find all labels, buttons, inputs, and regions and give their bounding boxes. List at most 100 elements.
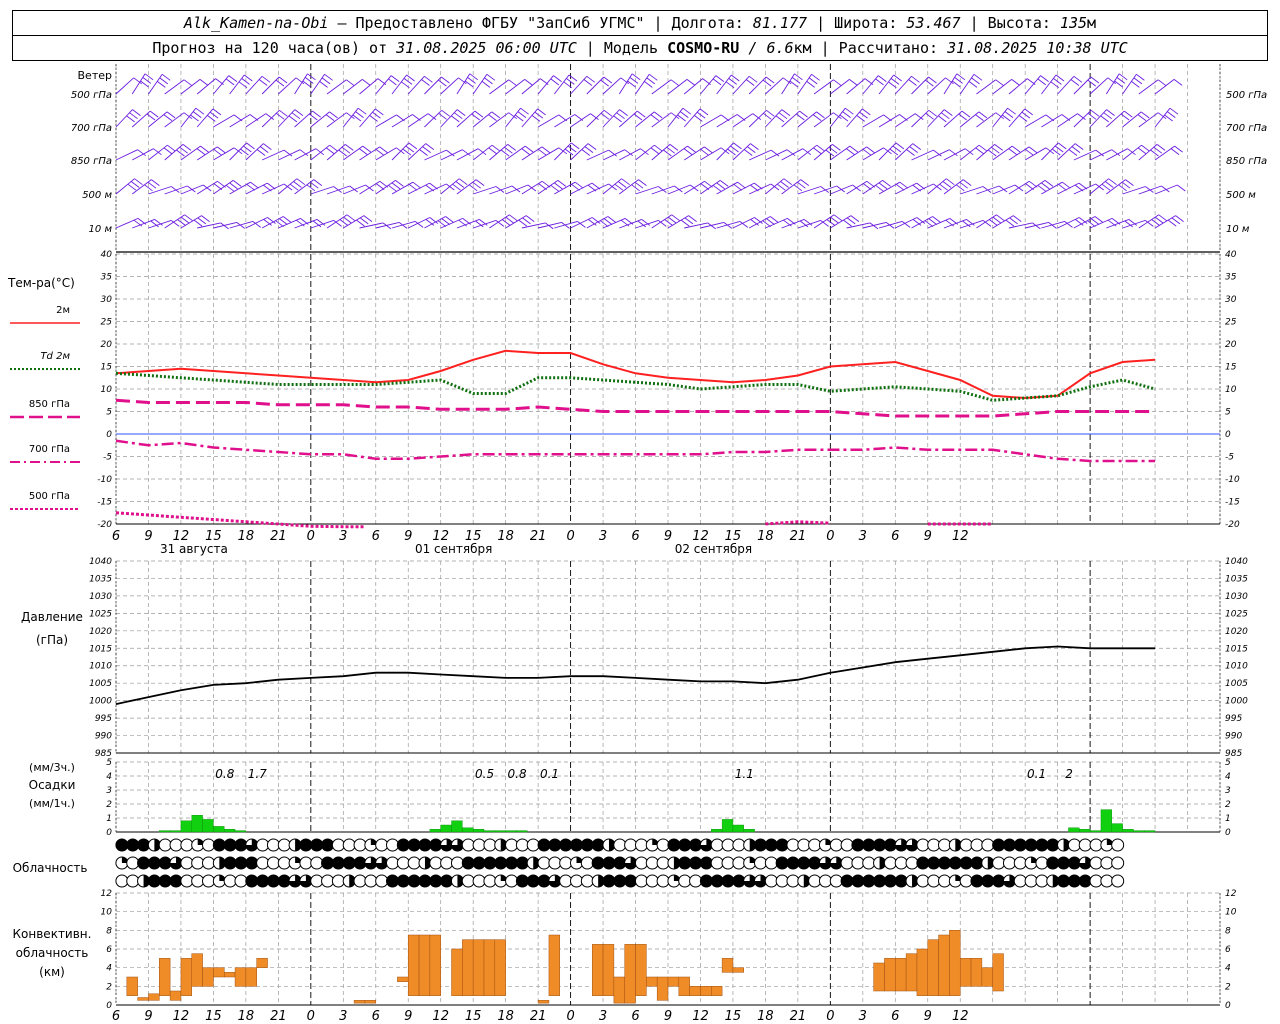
cloud-cover-icon (764, 838, 778, 852)
wind-barb-feather (616, 112, 625, 120)
wind-barb-feather (511, 185, 521, 193)
wind-barb (1073, 76, 1092, 95)
wind-level-label: 10 м (89, 224, 113, 235)
wind-barb-feather (177, 219, 186, 226)
time-tick: 18 (757, 529, 774, 544)
cloud-cover-icon (645, 874, 659, 888)
wind-barb-feather (684, 217, 694, 225)
wind-barb-feather (517, 111, 527, 118)
wind-barb (1122, 186, 1146, 195)
tick-label: 1020 (1225, 627, 1248, 637)
cloud-cover-icon (169, 874, 183, 888)
cloud-cover-icon (580, 856, 594, 870)
wind-barb-feather (584, 146, 594, 153)
wind-barb-feather (1032, 222, 1041, 230)
cloud-cover-icon (310, 874, 324, 888)
cloud-cover-icon (461, 856, 475, 870)
wind-barb (375, 221, 400, 229)
cloud-cover-icon (115, 838, 129, 852)
wind-barb-feather (1087, 112, 1097, 120)
wind-barb-feather (712, 184, 722, 192)
wind-barb-feather (938, 115, 947, 123)
wind-barb-feather (475, 220, 484, 228)
tick-label: 10 (101, 385, 113, 395)
tick-label: 5 (106, 408, 112, 418)
conv-bar (364, 1000, 377, 1004)
cloud-cover-icon (147, 856, 161, 870)
cloud-cover-icon (353, 856, 367, 870)
tick-label: 1040 (89, 557, 112, 567)
wind-barb (765, 178, 785, 195)
cloud-cover-icon (321, 856, 335, 870)
wind-barb-feather (603, 76, 613, 84)
wind-barb-feather (1013, 215, 1022, 222)
wind-barb-feather (663, 149, 672, 157)
wind-barb-feather (291, 112, 301, 120)
time-tick: 18 (757, 1009, 774, 1024)
cloud-cover-icon (916, 874, 930, 888)
wind-barb-feather (747, 146, 756, 153)
cloud-cover-icon (1089, 874, 1103, 888)
wind-barb-feather (299, 149, 309, 157)
wind-barb-feather (1008, 148, 1017, 155)
wind-barb-feather (129, 112, 138, 120)
cloud-cover-icon-fill (548, 875, 561, 888)
wind-barb (245, 113, 267, 128)
wind-barb-feather (954, 77, 963, 84)
tick-label: 1025 (89, 609, 112, 619)
wind-barb-feather (1108, 178, 1117, 186)
wind-barb-feather (766, 218, 775, 225)
wind-barb-feather (441, 218, 451, 225)
tick-label: 0 (1225, 1001, 1231, 1011)
cloud-cover-icon (732, 838, 746, 852)
wind-barb-feather (1167, 219, 1177, 227)
cloud-cover-icon-fill (364, 857, 377, 870)
cloud-cover-icon (840, 856, 854, 870)
cloud-cover-icon (483, 838, 497, 852)
cloud-cover-icon (353, 838, 367, 852)
wind-barb-feather (849, 145, 859, 153)
tick-label: 995 (1225, 714, 1242, 724)
cloud-cover-icon (515, 874, 529, 888)
wind-barb-feather (1009, 217, 1018, 225)
cloud-cover-icon (894, 874, 908, 888)
wind-barb (943, 148, 966, 161)
wind-barb (261, 109, 280, 128)
time-tick: 21 (270, 1009, 287, 1024)
wind-barb (407, 113, 429, 128)
wind-barb-feather (719, 180, 729, 187)
wind-barb-feather (137, 149, 146, 157)
wind-barb-feather (654, 144, 663, 152)
wind-barb-feather (1120, 113, 1130, 121)
wind-barb-feather (1170, 148, 1180, 155)
wind-barb-feather (670, 112, 680, 120)
wind-barb-feather (637, 220, 646, 228)
wind-barb-feather (144, 184, 153, 192)
wind-level-label: 500 гПа (71, 90, 112, 101)
cloud-cover-icon (970, 874, 984, 888)
wind-barb (294, 73, 308, 95)
wind-barb-feather (452, 183, 461, 191)
wind-barb-feather (799, 220, 809, 228)
wind-barb-feather (640, 148, 649, 156)
wind-barb (1057, 182, 1080, 195)
wind-barb-feather (142, 77, 152, 84)
wind-barb-feather (369, 115, 378, 122)
wind-barb-feather (1074, 143, 1084, 150)
wind-barb-feather (828, 146, 838, 154)
wind-barb-feather (820, 186, 829, 193)
time-tick: 15 (725, 529, 742, 544)
wind-barb-feather (614, 183, 624, 191)
wind-barb-feather (437, 220, 447, 228)
wind-barb (1122, 219, 1146, 229)
wind-barb-feather (550, 78, 560, 86)
wind-barb-feather (183, 112, 193, 120)
wind-barb (635, 111, 655, 128)
wind-barb-feather (501, 219, 511, 226)
tick-label: 6 (106, 945, 112, 955)
precip-3h-value: 0.8 (508, 767, 527, 781)
time-tick: 12 (952, 529, 969, 544)
wind-barb-feather (396, 147, 405, 155)
wind-barb (472, 144, 493, 161)
wind-barb (164, 185, 188, 195)
